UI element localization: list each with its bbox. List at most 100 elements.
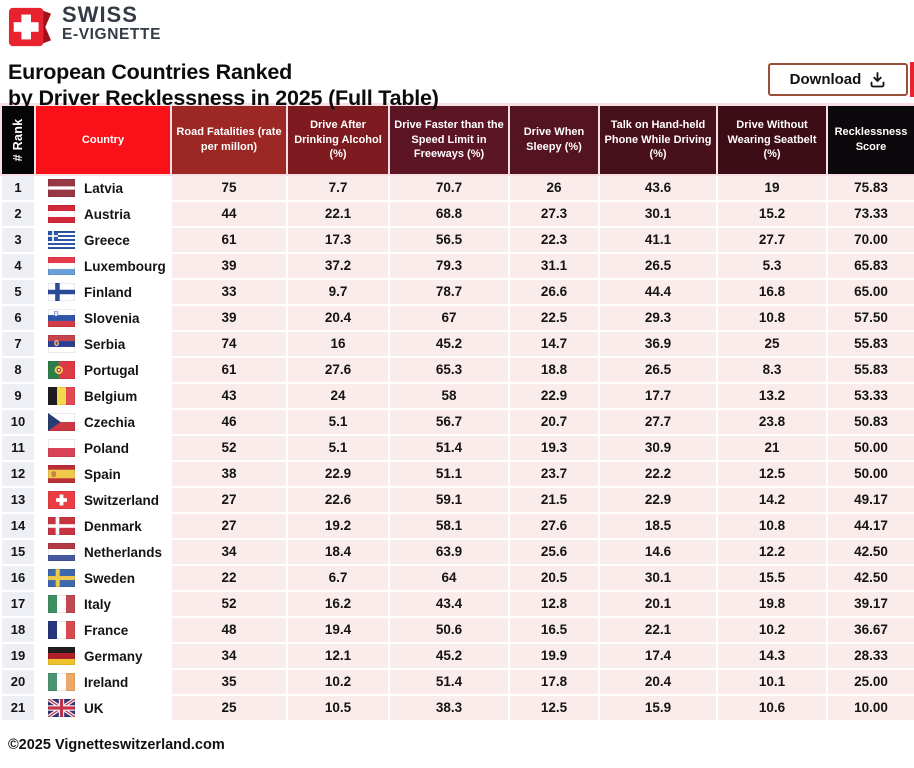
rank-cell: 10 bbox=[0, 407, 36, 436]
value-cell: 25 bbox=[170, 693, 288, 722]
value-cell: 42.50 bbox=[826, 537, 914, 566]
value-cell: 20.5 bbox=[508, 563, 600, 592]
country-name: Czechia bbox=[84, 414, 136, 430]
value-cell: 16 bbox=[286, 329, 390, 358]
value-cell: 14.3 bbox=[716, 641, 828, 670]
table-header: # Rank Country Road Fatalities (rate per… bbox=[0, 103, 914, 176]
rank-cell: 6 bbox=[0, 303, 36, 332]
rank-cell: 17 bbox=[0, 589, 36, 618]
table-row: 20 Ireland 35 10.2 51.4 17.8 20.4 10.1 25.00 bbox=[0, 667, 914, 696]
flag-austria-icon bbox=[48, 204, 75, 223]
value-cell: 55.83 bbox=[826, 355, 914, 384]
download-button[interactable]: Download bbox=[768, 63, 908, 96]
col-header-sleepy: Drive When Sleepy (%) bbox=[508, 103, 600, 176]
value-cell: 43 bbox=[170, 381, 288, 410]
value-cell: 50.83 bbox=[826, 407, 914, 436]
value-cell: 15.5 bbox=[716, 563, 828, 592]
value-cell: 22 bbox=[170, 563, 288, 592]
value-cell: 50.6 bbox=[388, 615, 510, 644]
value-cell: 18.5 bbox=[598, 511, 718, 540]
rank-cell: 16 bbox=[0, 563, 36, 592]
value-cell: 68.8 bbox=[388, 199, 510, 228]
value-cell: 26.6 bbox=[508, 277, 600, 306]
value-cell: 58.1 bbox=[388, 511, 510, 540]
country-name: Italy bbox=[84, 596, 112, 612]
col-header-rank: # Rank bbox=[0, 103, 36, 176]
value-cell: 28.33 bbox=[826, 641, 914, 670]
rank-cell: 9 bbox=[0, 381, 36, 410]
rank-cell: 3 bbox=[0, 225, 36, 254]
value-cell: 20.4 bbox=[286, 303, 390, 332]
brand-name-line1: SWISS bbox=[62, 2, 138, 27]
table-row: 17 Italy 52 16.2 43.4 12.8 20.1 19.8 39.17 bbox=[0, 589, 914, 618]
value-cell: 39 bbox=[170, 251, 288, 280]
value-cell: 12.5 bbox=[716, 459, 828, 488]
country-name: Latvia bbox=[84, 180, 124, 196]
value-cell: 15.2 bbox=[716, 199, 828, 228]
value-cell: 31.1 bbox=[508, 251, 600, 280]
flag-spain-icon bbox=[48, 464, 75, 483]
value-cell: 44 bbox=[170, 199, 288, 228]
country-cell: UK bbox=[34, 693, 172, 722]
page-title-line1: European Countries Ranked bbox=[8, 60, 293, 85]
col-header-country: Country bbox=[34, 103, 172, 176]
value-cell: 67 bbox=[388, 303, 510, 332]
country-cell: France bbox=[34, 615, 172, 644]
value-cell: 23.8 bbox=[716, 407, 828, 436]
value-cell: 12.5 bbox=[508, 693, 600, 722]
table-body: 1 Latvia 75 7.7 70.7 26 43.6 19 75.83 2 Austria 44 2… bbox=[0, 173, 914, 722]
value-cell: 45.2 bbox=[388, 329, 510, 358]
value-cell: 56.5 bbox=[388, 225, 510, 254]
country-name: Poland bbox=[84, 440, 130, 456]
value-cell: 21.5 bbox=[508, 485, 600, 514]
table-row: 19 Germany 34 12.1 45.2 19.9 17.4 14.3 28.33 bbox=[0, 641, 914, 670]
country-cell: Sweden bbox=[34, 563, 172, 592]
value-cell: 26.5 bbox=[598, 355, 718, 384]
flag-poland-icon bbox=[48, 438, 75, 457]
page-title-line2: by Driver Recklessness in 2025 (Full Tab… bbox=[8, 85, 439, 110]
value-cell: 27.7 bbox=[716, 225, 828, 254]
value-cell: 45.2 bbox=[388, 641, 510, 670]
value-cell: 22.6 bbox=[286, 485, 390, 514]
value-cell: 10.00 bbox=[826, 693, 914, 722]
rank-cell: 8 bbox=[0, 355, 36, 384]
download-button-label: Download bbox=[789, 71, 862, 88]
col-header-phone: Talk on Hand-held Phone While Driving (%… bbox=[598, 103, 718, 176]
flag-finland-icon bbox=[48, 282, 75, 301]
value-cell: 22.9 bbox=[286, 459, 390, 488]
flag-luxembourg-icon bbox=[48, 256, 75, 275]
value-cell: 8.3 bbox=[716, 355, 828, 384]
country-cell: Latvia bbox=[34, 173, 172, 202]
value-cell: 30.1 bbox=[598, 199, 718, 228]
country-cell: Denmark bbox=[34, 511, 172, 540]
table-row: 21 UK 25 10.5 38.3 12.5 15.9 10.6 10.00 bbox=[0, 693, 914, 722]
value-cell: 34 bbox=[170, 537, 288, 566]
flag-germany-icon bbox=[48, 646, 75, 665]
value-cell: 25 bbox=[716, 329, 828, 358]
table-row: 13 Switzerland 27 22.6 59.1 21.5 22.9 14.2 49.17 bbox=[0, 485, 914, 514]
table-row: 3 Greece 61 17.3 56.5 22.3 41.1 27.7 70.00 bbox=[0, 225, 914, 254]
value-cell: 36.67 bbox=[826, 615, 914, 644]
value-cell: 49.17 bbox=[826, 485, 914, 514]
value-cell: 26.5 bbox=[598, 251, 718, 280]
value-cell: 74 bbox=[170, 329, 288, 358]
country-name: Luxembourg bbox=[84, 258, 166, 274]
value-cell: 19.4 bbox=[286, 615, 390, 644]
flag-serbia-icon bbox=[48, 334, 75, 353]
value-cell: 22.9 bbox=[508, 381, 600, 410]
value-cell: 27.6 bbox=[508, 511, 600, 540]
value-cell: 70.7 bbox=[388, 173, 510, 202]
value-cell: 39 bbox=[170, 303, 288, 332]
table-row: 5 Finland 33 9.7 78.7 26.6 44.4 16.8 65.00 bbox=[0, 277, 914, 306]
rank-cell: 13 bbox=[0, 485, 36, 514]
value-cell: 17.7 bbox=[598, 381, 718, 410]
value-cell: 16.2 bbox=[286, 589, 390, 618]
country-cell: Germany bbox=[34, 641, 172, 670]
table-row: 8 Portugal 61 27.6 65.3 18.8 26.5 8.3 55.83 bbox=[0, 355, 914, 384]
value-cell: 10.6 bbox=[716, 693, 828, 722]
value-cell: 13.2 bbox=[716, 381, 828, 410]
swiss-vignette-logo-icon bbox=[8, 7, 52, 47]
col-header-road-fatalities: Road Fatalities (rate per millon) bbox=[170, 103, 288, 176]
flag-latvia-icon bbox=[48, 178, 75, 197]
table-row: 14 Denmark 27 19.2 58.1 27.6 18.5 10.8 44.17 bbox=[0, 511, 914, 540]
